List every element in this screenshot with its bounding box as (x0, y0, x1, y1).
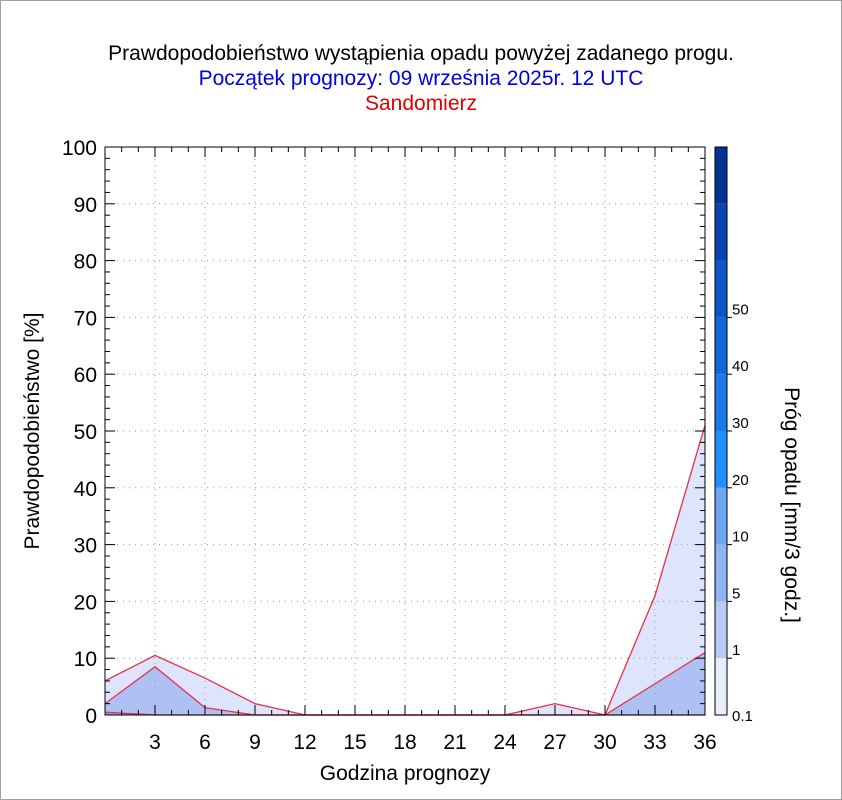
colorbar-label-0: 0.1 (732, 708, 753, 725)
colorbar-segment-1 (715, 601, 727, 659)
forecast-start-subtitle: Początek prognozy: 09 września 2025r. 12… (198, 67, 644, 90)
y-tick-labels: 0 10 20 30 40 50 60 70 80 90 100 (62, 137, 97, 728)
colorbar-axis-label: Próg opadu [mm/3 godz.] (780, 387, 803, 623)
y-tick-label-80: 80 (74, 251, 97, 274)
x-tick-label-15: 15 (343, 731, 366, 754)
y-tick-label-70: 70 (74, 307, 97, 330)
colorbar-label-4: 20 (732, 472, 749, 489)
x-tick-label-21: 21 (443, 731, 466, 754)
colorbar-segment-6 (715, 317, 727, 375)
colorbar-segment-8 (715, 203, 727, 261)
y-tick-label-40: 40 (74, 478, 97, 501)
y-tick-label-30: 30 (74, 535, 97, 558)
x-tick-label-6: 6 (199, 731, 211, 754)
colorbar-label-1: 1 (732, 642, 740, 659)
colorbar-label-7: 50 (732, 301, 749, 318)
y-tick-label-90: 90 (74, 194, 97, 217)
colorbar-label-5: 30 (732, 415, 749, 432)
x-tick-label-3: 3 (149, 731, 161, 754)
colorbar-segment-3 (715, 487, 727, 545)
x-tick-labels: 3 6 9 12 15 18 21 24 27 30 33 36 (149, 731, 717, 754)
colorbar-segment-0 (715, 658, 727, 715)
y-tick-label-60: 60 (74, 364, 97, 387)
chart-title: Prawdopodobieństwo wystąpienia opadu pow… (108, 42, 734, 65)
x-tick-label-12: 12 (293, 731, 316, 754)
colorbar-label-2: 5 (732, 585, 740, 602)
probability-areas (105, 425, 705, 715)
y-tick-label-10: 10 (74, 648, 97, 671)
y-tick-label-0: 0 (85, 705, 97, 728)
area-series-0 (105, 425, 705, 715)
grid-lines (105, 147, 705, 715)
threshold-colorbar (714, 146, 732, 716)
x-tick-label-36: 36 (693, 731, 716, 754)
colorbar-segment-5 (715, 374, 727, 431)
x-tick-label-30: 30 (593, 731, 616, 754)
colorbar-segment-4 (715, 431, 727, 488)
x-axis-label: Godzina prognozy (320, 762, 491, 785)
colorbar-label-6: 40 (732, 358, 749, 375)
colorbar-segment-7 (715, 260, 727, 318)
axis-ticks (104, 146, 706, 716)
y-tick-label-20: 20 (74, 591, 97, 614)
series-lines (104, 425, 706, 716)
x-tick-label-27: 27 (543, 731, 566, 754)
y-tick-label-100: 100 (62, 137, 97, 160)
x-tick-label-18: 18 (393, 731, 416, 754)
series-line-0 (104, 425, 706, 716)
location-label: Sandomierz (364, 92, 478, 115)
y-axis-label: Prawdopodobieństwo [%] (21, 313, 44, 550)
x-tick-label-33: 33 (643, 731, 666, 754)
x-tick-label-24: 24 (493, 731, 517, 754)
y-tick-label-50: 50 (74, 421, 97, 444)
colorbar-labels: 0.1 1 5 10 20 30 40 50 (732, 301, 753, 725)
colorbar-segment-9 (715, 147, 727, 204)
colorbar-label-3: 10 (732, 529, 749, 546)
x-tick-label-9: 9 (249, 731, 261, 754)
area-series-1 (105, 652, 705, 715)
colorbar-segment-2 (715, 544, 727, 602)
